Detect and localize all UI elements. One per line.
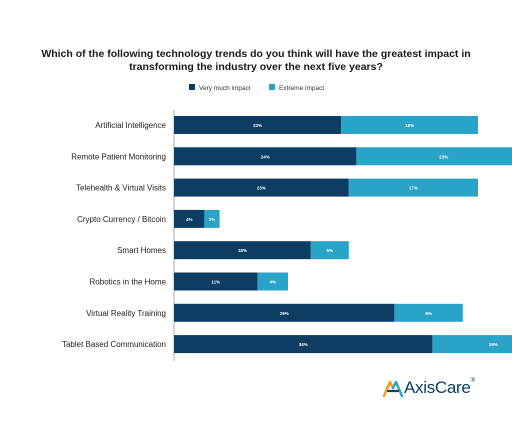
- data-label: 9%: [425, 311, 432, 316]
- axiscare-logo-text: AxisCare®: [404, 378, 475, 397]
- bar-extreme-impact: [348, 178, 478, 197]
- bar-extreme-impact: [356, 147, 512, 166]
- bar-very-much-impact: [174, 303, 395, 322]
- bar-extreme-impact: [204, 209, 220, 228]
- bar-very-much-impact: [174, 241, 311, 260]
- bar-extreme-impact: [310, 241, 349, 260]
- category-label: Tablet Based Communication: [62, 340, 166, 349]
- category-label: Robotics in the Home: [90, 278, 167, 287]
- category-label: Artificial Intelligence: [95, 121, 166, 130]
- legend-swatch-1: [269, 84, 275, 90]
- data-label: 29%: [280, 311, 289, 316]
- data-label: 16%: [489, 342, 498, 347]
- bar-extreme-impact: [394, 303, 463, 322]
- data-label: 34%: [299, 342, 308, 347]
- axiscare-logo: AxisCare®: [382, 378, 475, 398]
- legend-label-1: Extreme impact: [279, 85, 324, 92]
- category-label: Smart Homes: [117, 246, 166, 255]
- data-label: 5%: [327, 248, 334, 253]
- data-label: 4%: [186, 217, 193, 222]
- bar-very-much-impact: [174, 147, 357, 166]
- bar-very-much-impact: [174, 272, 258, 291]
- legend-label-0: Very much impact: [199, 85, 251, 92]
- chart-title: Which of the following technology trends…: [41, 48, 471, 73]
- data-label: 22%: [253, 123, 262, 128]
- legend-swatch-0: [189, 84, 195, 90]
- data-label: 18%: [405, 123, 414, 128]
- data-label: 18%: [238, 248, 247, 253]
- data-label: 23%: [439, 154, 448, 159]
- data-label: 24%: [261, 154, 270, 159]
- category-label: Virtual Reality Training: [86, 309, 166, 318]
- category-label: Crypto Currency / Bitcoin: [77, 215, 166, 224]
- bar-extreme-impact: [432, 335, 512, 354]
- data-label: 2%: [209, 217, 216, 222]
- bar-very-much-impact: [174, 178, 349, 197]
- bar-very-much-impact: [174, 209, 205, 228]
- data-label: 17%: [409, 186, 418, 191]
- data-label: 11%: [211, 280, 220, 285]
- data-label: 23%: [257, 186, 266, 191]
- bar-extreme-impact: [341, 116, 478, 134]
- bar-very-much-impact: [174, 116, 342, 134]
- bar-extreme-impact: [257, 272, 288, 291]
- category-label: Telehealth & Virtual Visits: [76, 184, 166, 193]
- category-label: Remote Patient Monitoring: [71, 152, 166, 161]
- data-label: 4%: [270, 280, 277, 285]
- bar-very-much-impact: [174, 335, 433, 354]
- axiscare-logo-icon: [382, 380, 404, 398]
